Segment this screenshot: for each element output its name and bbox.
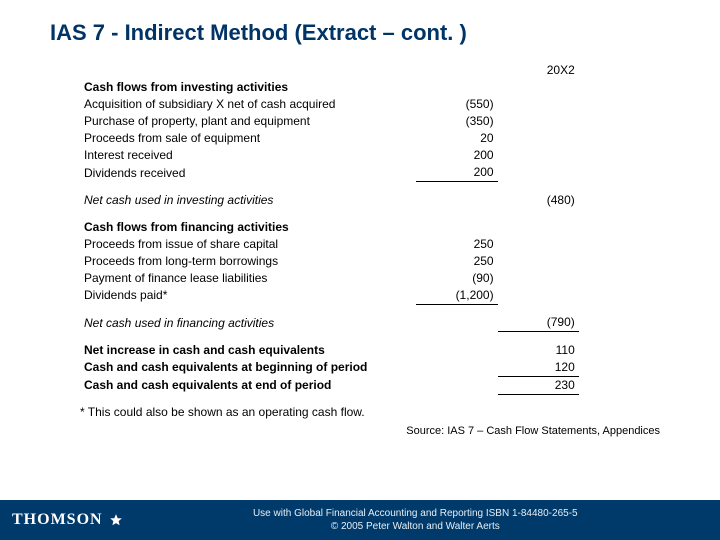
gap-row	[80, 332, 660, 342]
summary-label: Net increase in cash and cash equivalent…	[80, 342, 416, 359]
summary-value: 230	[498, 376, 579, 394]
table-row: Proceeds from issue of share capital 250	[80, 236, 660, 253]
subtotal-label: Net cash used in financing activities	[80, 314, 416, 332]
investing-heading: Cash flows from investing activities	[80, 79, 416, 96]
row-value: 20	[416, 130, 497, 147]
footer-line1: Use with Global Financial Accounting and…	[123, 507, 708, 520]
brand-logo: THOMSON	[12, 511, 103, 529]
row-value: 250	[416, 236, 497, 253]
footer-line2: © 2005 Peter Walton and Walter Aerts	[123, 520, 708, 533]
star-icon	[109, 513, 123, 527]
footer-bar: THOMSON Use with Global Financial Accoun…	[0, 500, 720, 540]
slide: IAS 7 - Indirect Method (Extract – cont.…	[0, 0, 720, 540]
slide-title: IAS 7 - Indirect Method (Extract – cont.…	[50, 20, 670, 46]
section-heading-row: Cash flows from investing activities	[80, 79, 660, 96]
table-row: Proceeds from sale of equipment 20	[80, 130, 660, 147]
row-value: 200	[416, 147, 497, 164]
subtotal-value: (480)	[498, 192, 579, 209]
summary-row: Cash and cash equivalents at end of peri…	[80, 376, 660, 394]
row-label: Purchase of property, plant and equipmen…	[80, 113, 416, 130]
row-label: Proceeds from long-term borrowings	[80, 253, 416, 270]
table-row: Dividends paid* (1,200)	[80, 287, 660, 305]
row-label: Dividends received	[80, 164, 416, 182]
summary-row: Net increase in cash and cash equivalent…	[80, 342, 660, 359]
table-row: Interest received 200	[80, 147, 660, 164]
summary-value: 120	[498, 359, 579, 377]
cashflow-table: 20X2 Cash flows from investing activitie…	[80, 62, 660, 395]
summary-label: Cash and cash equivalents at end of peri…	[80, 376, 416, 394]
row-label: Payment of finance lease liabilities	[80, 270, 416, 287]
footer-text: Use with Global Financial Accounting and…	[123, 507, 708, 533]
year-header: 20X2	[498, 62, 579, 79]
row-label: Interest received	[80, 147, 416, 164]
financing-heading: Cash flows from financing activities	[80, 219, 416, 236]
row-value: (1,200)	[416, 287, 497, 305]
row-value: (90)	[416, 270, 497, 287]
table-row: Payment of finance lease liabilities (90…	[80, 270, 660, 287]
summary-value: 110	[498, 342, 579, 359]
footnote: * This could also be shown as an operati…	[50, 399, 670, 423]
table-row: Acquisition of subsidiary X net of cash …	[80, 96, 660, 113]
table-row: Proceeds from long-term borrowings 250	[80, 253, 660, 270]
subtotal-label: Net cash used in investing activities	[80, 192, 416, 209]
section-heading-row: Cash flows from financing activities	[80, 219, 660, 236]
row-value: 200	[416, 164, 497, 182]
source-line: Source: IAS 7 – Cash Flow Statements, Ap…	[50, 425, 670, 437]
row-label: Dividends paid*	[80, 287, 416, 305]
gap-row	[80, 304, 660, 314]
summary-label: Cash and cash equivalents at beginning o…	[80, 359, 416, 377]
year-header-row: 20X2	[80, 62, 660, 79]
table-row: Purchase of property, plant and equipmen…	[80, 113, 660, 130]
gap-row	[80, 209, 660, 219]
summary-row: Cash and cash equivalents at beginning o…	[80, 359, 660, 377]
row-value: (350)	[416, 113, 497, 130]
subtotal-row: Net cash used in investing activities (4…	[80, 192, 660, 209]
subtotal-value: (790)	[498, 314, 579, 332]
row-label: Proceeds from issue of share capital	[80, 236, 416, 253]
table-row: Dividends received 200	[80, 164, 660, 182]
gap-row	[80, 182, 660, 192]
row-value: (550)	[416, 96, 497, 113]
row-label: Acquisition of subsidiary X net of cash …	[80, 96, 416, 113]
subtotal-row: Net cash used in financing activities (7…	[80, 314, 660, 332]
row-value: 250	[416, 253, 497, 270]
cashflow-table-wrap: 20X2 Cash flows from investing activitie…	[50, 56, 670, 399]
row-label: Proceeds from sale of equipment	[80, 130, 416, 147]
